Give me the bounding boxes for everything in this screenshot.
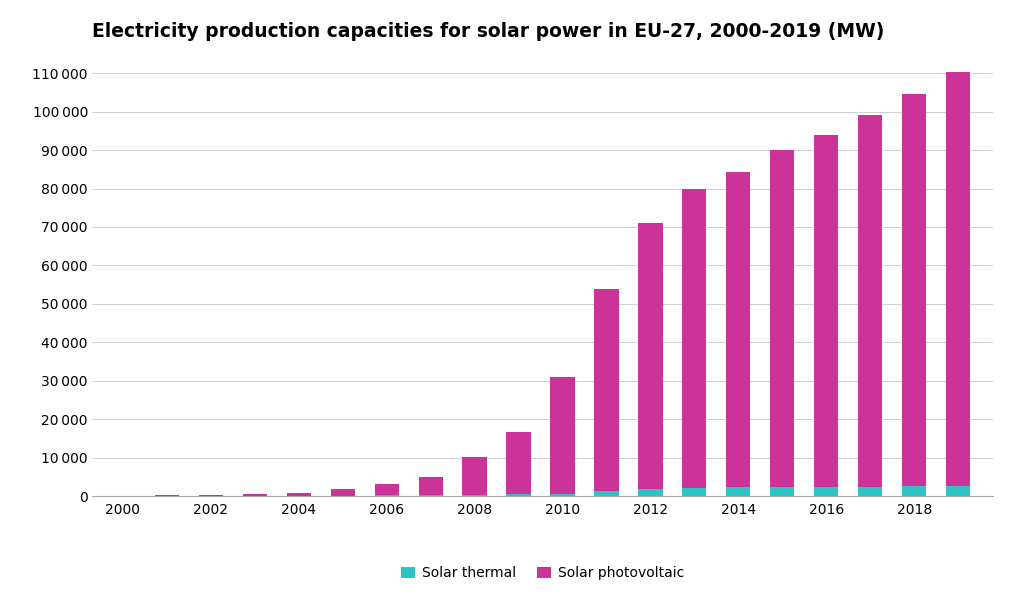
Legend: Solar thermal, Solar photovoltaic: Solar thermal, Solar photovoltaic <box>395 561 690 586</box>
Bar <box>638 489 663 496</box>
Bar <box>419 495 442 496</box>
Bar <box>682 188 707 488</box>
Bar <box>902 94 927 486</box>
Bar <box>155 495 179 496</box>
Bar <box>287 493 311 496</box>
Text: Electricity production capacities for solar power in EU-27, 2000-2019 (MW): Electricity production capacities for so… <box>92 22 885 41</box>
Bar <box>726 487 751 496</box>
Bar <box>946 486 970 496</box>
Bar <box>814 487 839 496</box>
Bar <box>199 495 223 496</box>
Bar <box>858 487 883 496</box>
Bar <box>682 488 707 496</box>
Bar <box>243 494 267 496</box>
Bar <box>375 495 398 496</box>
Bar <box>375 484 398 495</box>
Bar <box>419 477 442 495</box>
Bar <box>551 494 574 496</box>
Bar <box>726 172 751 487</box>
Bar <box>507 432 530 495</box>
Bar <box>463 495 486 496</box>
Bar <box>814 135 839 487</box>
Bar <box>463 457 486 495</box>
Bar <box>331 489 354 496</box>
Bar <box>858 115 883 487</box>
Bar <box>946 72 970 486</box>
Bar <box>594 491 618 496</box>
Bar <box>770 487 795 496</box>
Bar <box>507 495 530 496</box>
Bar <box>902 486 927 496</box>
Bar <box>770 151 795 487</box>
Bar <box>594 289 618 491</box>
Bar <box>638 223 663 489</box>
Bar <box>551 377 574 494</box>
